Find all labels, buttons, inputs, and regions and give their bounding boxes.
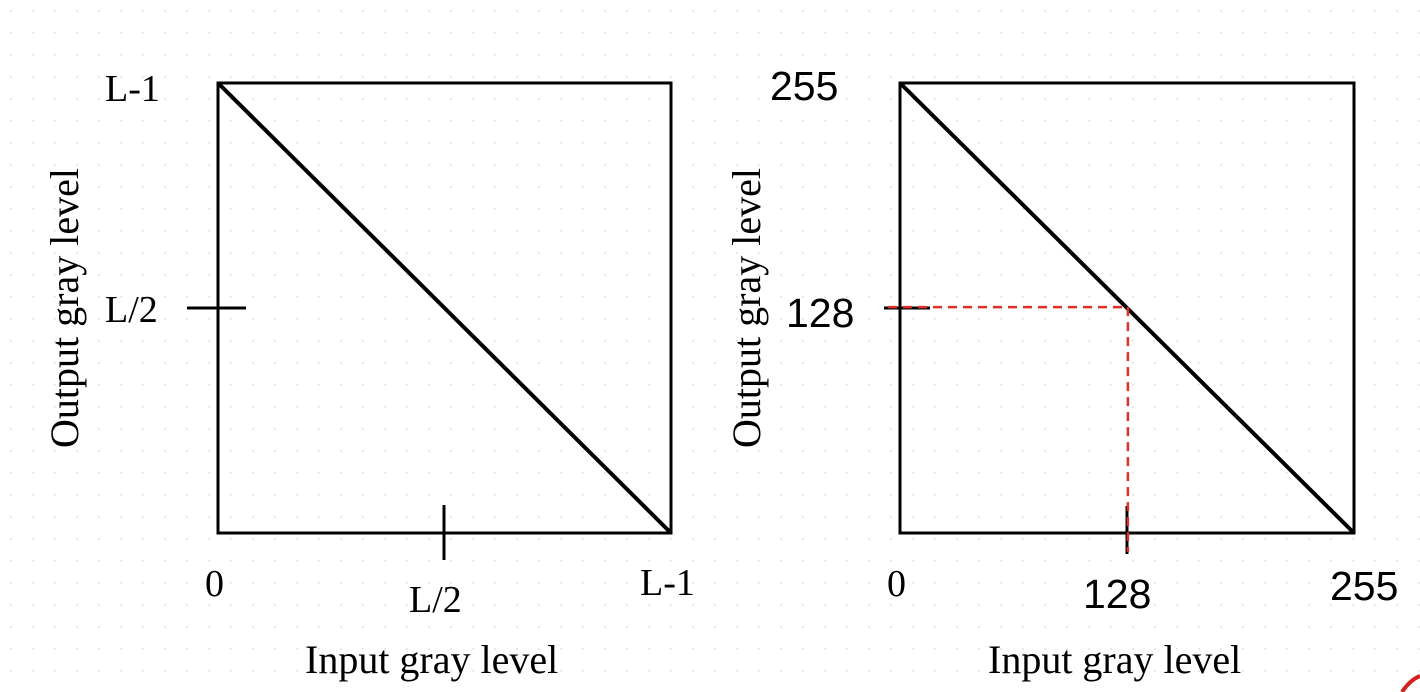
left-xtick-label-end: L-1 bbox=[640, 562, 695, 604]
left-chart: L-1 L/2 0 L/2 L-1 Input gray level Outpu… bbox=[42, 68, 695, 682]
left-xtick-label-mid: L/2 bbox=[409, 579, 462, 621]
right-xtick-label-end: 255 bbox=[1330, 563, 1398, 609]
right-xtick-label-zero: 0 bbox=[887, 563, 906, 605]
corner-red-mark bbox=[1400, 674, 1420, 692]
right-ytick-label-top: 255 bbox=[770, 63, 838, 109]
left-ylabel: Output gray level bbox=[42, 168, 87, 448]
left-xlabel: Input gray level bbox=[305, 637, 558, 682]
right-ylabel: Output gray level bbox=[724, 168, 769, 448]
left-xtick-label-zero: 0 bbox=[205, 563, 224, 605]
right-xtick-label-mid: 128 bbox=[1083, 571, 1151, 617]
right-ytick-label-mid: 128 bbox=[786, 290, 854, 336]
left-ytick-label-top: L-1 bbox=[105, 68, 160, 110]
left-negative-line bbox=[216, 81, 673, 535]
left-ytick-label-mid: L/2 bbox=[105, 289, 158, 331]
right-chart: 255 128 0 128 255 Input gray level Outpu… bbox=[724, 63, 1398, 682]
right-xlabel: Input gray level bbox=[988, 637, 1241, 682]
